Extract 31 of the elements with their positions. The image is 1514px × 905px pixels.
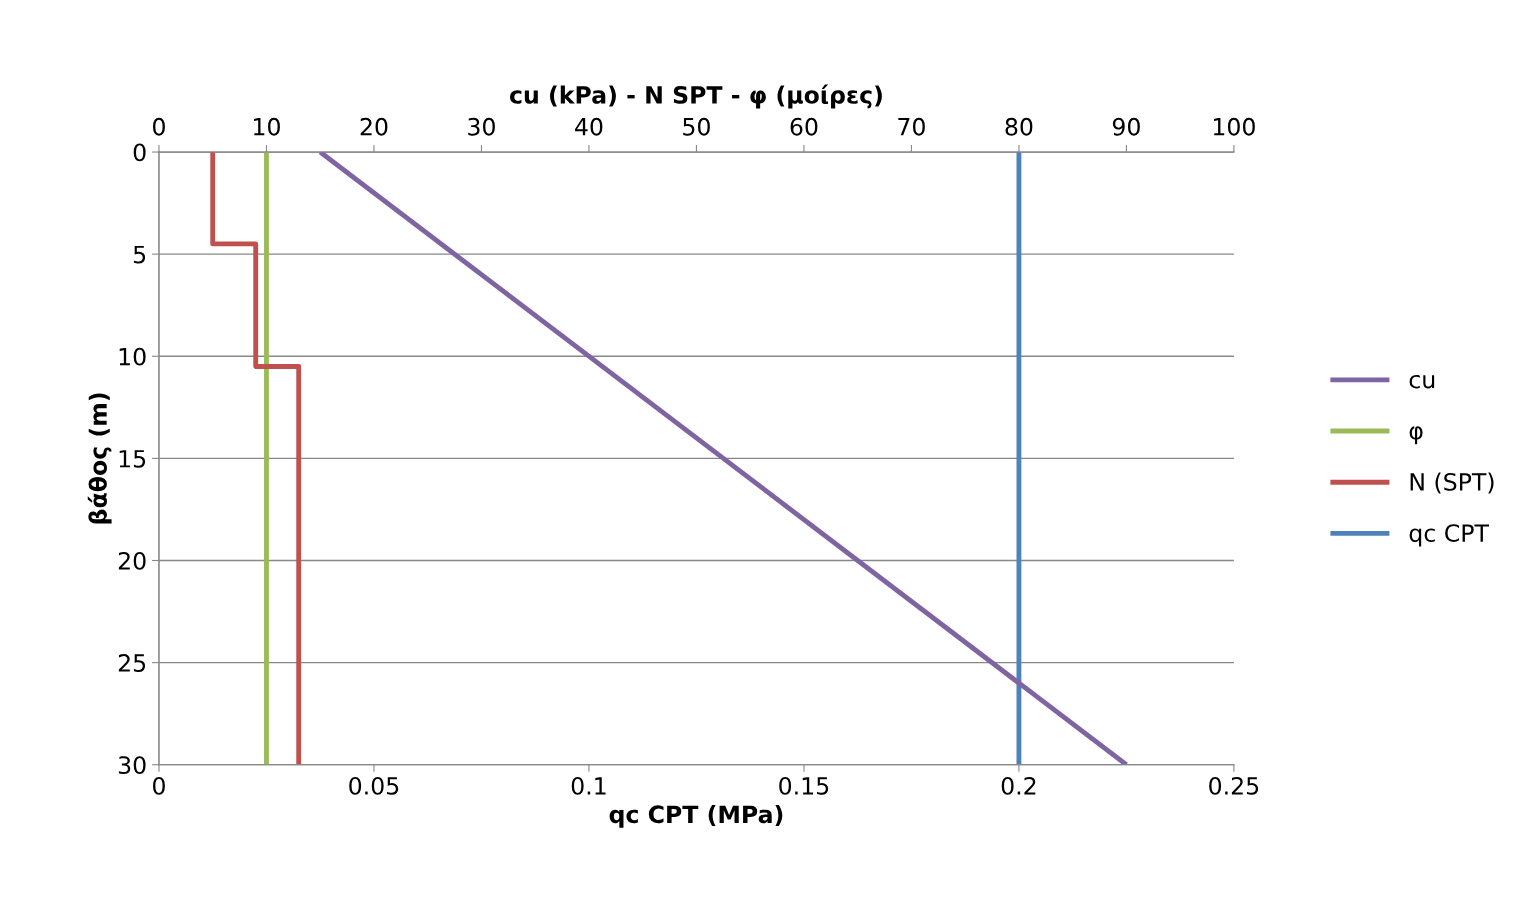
- y-tick-label: 0: [133, 143, 146, 162]
- x2-tick-label: 40: [575, 117, 603, 136]
- y-axis-title: βάθος (m): [87, 393, 112, 524]
- x2-tick-label: 70: [898, 117, 925, 136]
- x2-tick-label: 10: [254, 117, 280, 136]
- x2-tick-label: 20: [360, 117, 388, 136]
- x2-tick-label: 90: [1112, 117, 1140, 136]
- legend-label: qc CPT: [1409, 524, 1490, 547]
- y-tick-label: 10: [119, 347, 146, 366]
- x2-tick-label: 0: [153, 117, 165, 136]
- legend-label: φ: [1409, 426, 1423, 445]
- x2-tick-label: 60: [790, 117, 818, 136]
- x-tick-label: 0.05: [349, 776, 399, 795]
- y-tick-label: 20: [118, 551, 146, 570]
- y-tick-label: 5: [133, 245, 146, 264]
- y-tick-label: 30: [118, 756, 146, 775]
- legend-label: N (SPT): [1410, 472, 1494, 494]
- legend-label: cu: [1409, 374, 1435, 389]
- x-tick-label: 0.25: [1209, 776, 1259, 795]
- y-tick-label: 25: [118, 654, 146, 672]
- y-tick-label: 15: [119, 450, 146, 468]
- x-tick-label: 0: [153, 776, 165, 795]
- x2-tick-label: 50: [683, 117, 710, 136]
- x2-axis-title: cu (kPa) - N SPT - φ (μοίρες): [510, 84, 882, 109]
- x2-tick-label: 30: [468, 117, 495, 136]
- x-tick-label: 0.1: [571, 776, 606, 795]
- x-tick-label: 0.15: [779, 776, 829, 795]
- x2-tick-label: 80: [1005, 117, 1033, 136]
- x-axis-title: qc CPT (MPa): [609, 804, 783, 828]
- x-tick-label: 0.2: [1001, 776, 1036, 795]
- x2-tick-label: 100: [1213, 117, 1255, 136]
